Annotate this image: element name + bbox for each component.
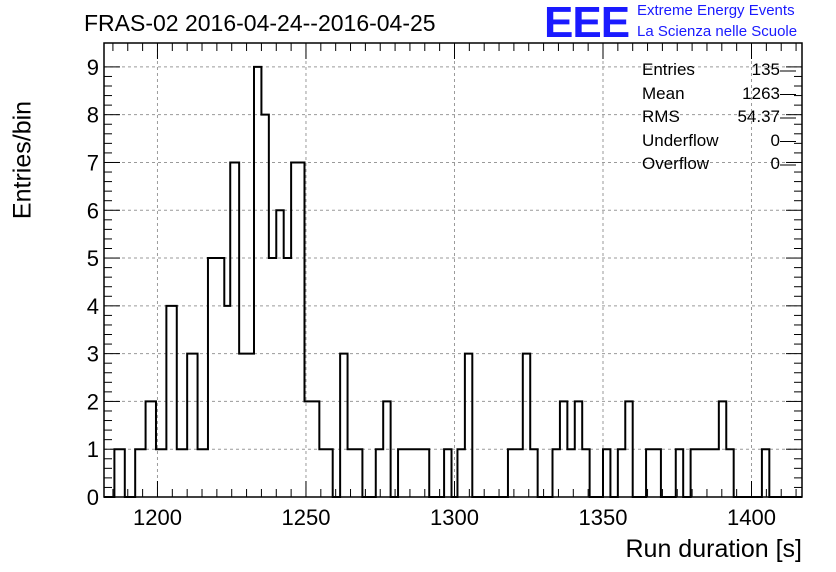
chart-title: FRAS-02 2016-04-24--2016-04-25 [84, 10, 436, 36]
x-tick-label: 1350 [579, 505, 628, 530]
stat-label: Mean [642, 83, 685, 103]
x-tick-label: 1200 [133, 505, 182, 530]
stat-value: 1263 [742, 83, 780, 103]
stats-box: Entries 135 Mean 1263 RMS 54.37 Underflo… [642, 60, 780, 178]
stat-value: 135 [751, 60, 780, 79]
x-tick-label: 1400 [727, 505, 776, 530]
logo-subtitle-2: La Scienza nelle Scuole [637, 23, 798, 40]
y-tick-label: 7 [87, 150, 99, 175]
x-tick-label: 1250 [281, 505, 330, 530]
y-tick-label: 4 [87, 294, 99, 319]
stat-value: 0 [770, 154, 780, 173]
y-tick-label: 3 [87, 342, 99, 367]
stat-label: Underflow [642, 130, 719, 150]
y-tick-label: 8 [87, 103, 99, 128]
y-tick-label: 9 [87, 55, 99, 80]
plot-frame [103, 42, 803, 498]
y-tick-label: 5 [87, 246, 99, 271]
stat-row-rms: RMS 54.37 [642, 107, 780, 131]
stat-row-underflow: Underflow 0 [642, 131, 780, 155]
x-tick-label: 1300 [430, 505, 479, 530]
stat-label: RMS [642, 107, 680, 126]
stat-label: Entries [642, 60, 695, 79]
stat-value: 0 [770, 130, 780, 150]
stat-row-entries: Entries 135 [642, 60, 780, 84]
logo-subtitle-1: Extreme Energy Events [637, 2, 795, 19]
stat-row-overflow: Overflow 0 [642, 154, 780, 178]
y-tick-label: 2 [87, 389, 99, 414]
y-tick-label: 6 [87, 198, 99, 223]
stat-label: Overflow [642, 154, 710, 173]
x-axis-label: Run duration [s] [625, 535, 803, 563]
stat-row-mean: Mean 1263 [642, 84, 780, 108]
y-tick-label: 0 [87, 485, 99, 510]
stat-value: 54.37 [737, 107, 780, 126]
y-tick-label: 1 [87, 437, 99, 462]
eee-logo: EEE [544, 0, 630, 47]
